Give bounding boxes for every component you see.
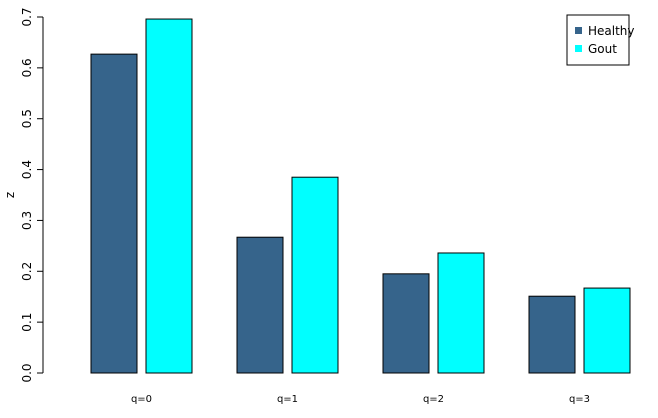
- bar: [90, 53, 138, 374]
- x-tick-label: q=2: [423, 394, 444, 405]
- y-tick-label: 0.7: [20, 7, 34, 26]
- y-tick-label: 0.5: [20, 109, 34, 128]
- x-tick-label: q=3: [569, 394, 590, 405]
- y-axis-label: z: [3, 192, 17, 198]
- legend-swatch: [575, 45, 582, 52]
- bar: [382, 273, 430, 374]
- bar: [291, 176, 339, 374]
- legend-box: [566, 14, 630, 66]
- y-tick-label: 0.2: [20, 262, 34, 281]
- bar: [583, 287, 631, 374]
- bar: [145, 18, 193, 374]
- y-tick-label: 0.0: [20, 363, 34, 382]
- legend-swatch: [575, 27, 582, 34]
- bar: [528, 295, 576, 374]
- y-tick-label: 0.4: [20, 160, 34, 179]
- legend-label: Gout: [588, 42, 617, 56]
- y-tick-label: 0.3: [20, 211, 34, 230]
- bar: [437, 252, 485, 374]
- y-tick-label: 0.1: [20, 313, 34, 332]
- x-tick-label: q=0: [131, 394, 152, 405]
- y-tick-label: 0.6: [20, 58, 34, 77]
- x-tick-label: q=1: [277, 394, 298, 405]
- legend-label: Healthy: [588, 24, 635, 38]
- bar: [236, 236, 284, 374]
